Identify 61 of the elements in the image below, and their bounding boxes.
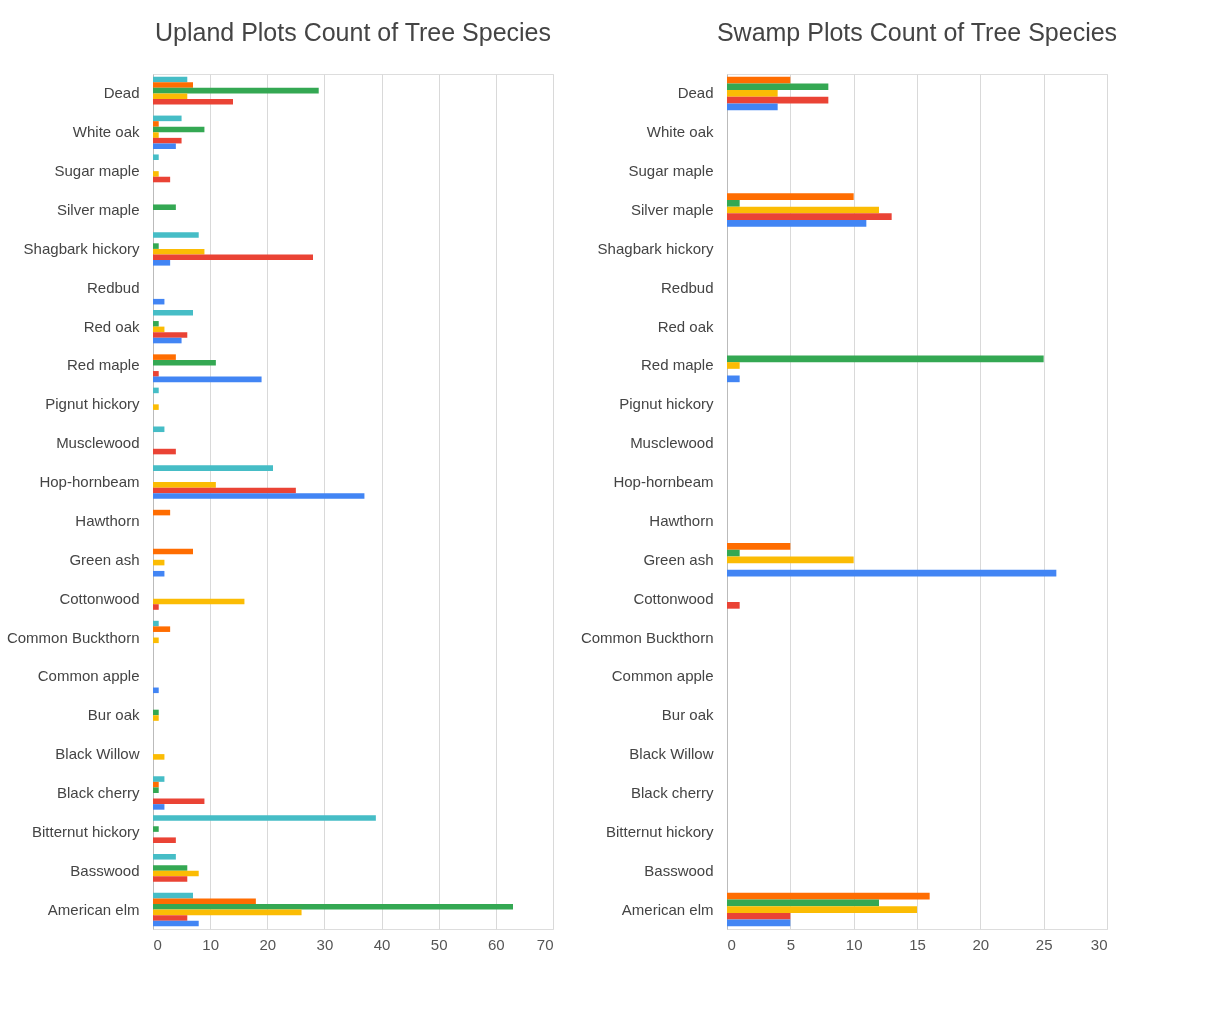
x-tick-label: 0 bbox=[153, 935, 162, 953]
chart-title: Swamp Plots Count of Tree Species bbox=[716, 18, 1118, 46]
y-tick-label: Bur oak bbox=[87, 706, 140, 724]
y-tick-label: Common Buckthorn bbox=[6, 628, 140, 646]
x-tick-label: 30 bbox=[1090, 935, 1108, 953]
y-tick-label: Red maple bbox=[640, 356, 714, 374]
y-tick-label: Common apple bbox=[37, 667, 140, 685]
y-tick-label: Basswood bbox=[70, 861, 140, 879]
y-tick-label: Cottonwood bbox=[59, 589, 140, 607]
y-tick-label: White oak bbox=[72, 123, 140, 141]
y-tick-label: Silver maple bbox=[630, 201, 714, 219]
x-tick-label: 70 bbox=[536, 935, 554, 953]
y-tick-label: Sugar maple bbox=[54, 162, 140, 180]
x-tick-label: 10 bbox=[845, 935, 863, 953]
y-tick-label: Silver maple bbox=[56, 201, 140, 219]
y-tick-label: Red oak bbox=[83, 317, 140, 335]
y-tick-label: Pignut hickory bbox=[45, 395, 140, 413]
x-tick-label: 5 bbox=[786, 935, 796, 953]
y-tick-label: Red oak bbox=[657, 317, 714, 335]
x-tick-label: 20 bbox=[259, 935, 277, 953]
x-tick-label: 60 bbox=[488, 935, 505, 953]
x-tick-label: 30 bbox=[316, 935, 334, 953]
chart-title: Upland Plots Count of Tree Species bbox=[154, 18, 552, 46]
y-tick-label: Black cherry bbox=[630, 783, 714, 801]
y-tick-label: Hawthorn bbox=[649, 511, 714, 529]
y-tick-label: Black Willow bbox=[629, 745, 714, 763]
y-tick-label: Red maple bbox=[66, 356, 140, 374]
y-tick-label: Redbud bbox=[660, 278, 714, 296]
x-tick-label: 10 bbox=[202, 935, 219, 953]
y-tick-label: Cottonwood bbox=[633, 589, 714, 607]
y-tick-label: White oak bbox=[646, 123, 714, 141]
x-tick-label: 15 bbox=[909, 935, 926, 953]
y-tick-label: Shagbark hickory bbox=[23, 239, 140, 257]
y-tick-label: Dead bbox=[103, 84, 140, 102]
x-tick-label: 20 bbox=[972, 935, 990, 953]
y-tick-label: Pignut hickory bbox=[619, 395, 714, 413]
y-tick-label: Common apple bbox=[611, 667, 714, 685]
y-tick-label: Bur oak bbox=[661, 706, 714, 724]
y-tick-label: American elm bbox=[621, 900, 714, 918]
y-tick-label: Musclewood bbox=[630, 434, 714, 452]
y-tick-label: Musclewood bbox=[56, 434, 140, 452]
y-tick-label: Hawthorn bbox=[75, 511, 140, 529]
x-tick-label: 40 bbox=[373, 935, 391, 953]
y-tick-label: Hop-hornbeam bbox=[39, 473, 140, 491]
y-tick-label: Black cherry bbox=[56, 783, 140, 801]
y-tick-label: Green ash bbox=[69, 550, 140, 568]
y-tick-label: Bitternut hickory bbox=[605, 822, 714, 840]
y-tick-label: Common Buckthorn bbox=[580, 628, 714, 646]
x-tick-label: 0 bbox=[727, 935, 736, 953]
y-tick-label: Redbud bbox=[86, 278, 140, 296]
x-tick-label: 50 bbox=[430, 935, 448, 953]
y-tick-label: Shagbark hickory bbox=[597, 239, 714, 257]
x-tick-label: 25 bbox=[1035, 935, 1053, 953]
y-tick-label: Basswood bbox=[644, 861, 714, 879]
y-tick-label: Black Willow bbox=[55, 745, 140, 763]
y-tick-label: Sugar maple bbox=[628, 162, 714, 180]
y-tick-label: Hop-hornbeam bbox=[613, 473, 714, 491]
y-tick-label: Green ash bbox=[643, 550, 714, 568]
y-tick-label: Dead bbox=[677, 84, 714, 102]
y-tick-label: American elm bbox=[47, 900, 140, 918]
y-tick-label: Bitternut hickory bbox=[31, 822, 140, 840]
